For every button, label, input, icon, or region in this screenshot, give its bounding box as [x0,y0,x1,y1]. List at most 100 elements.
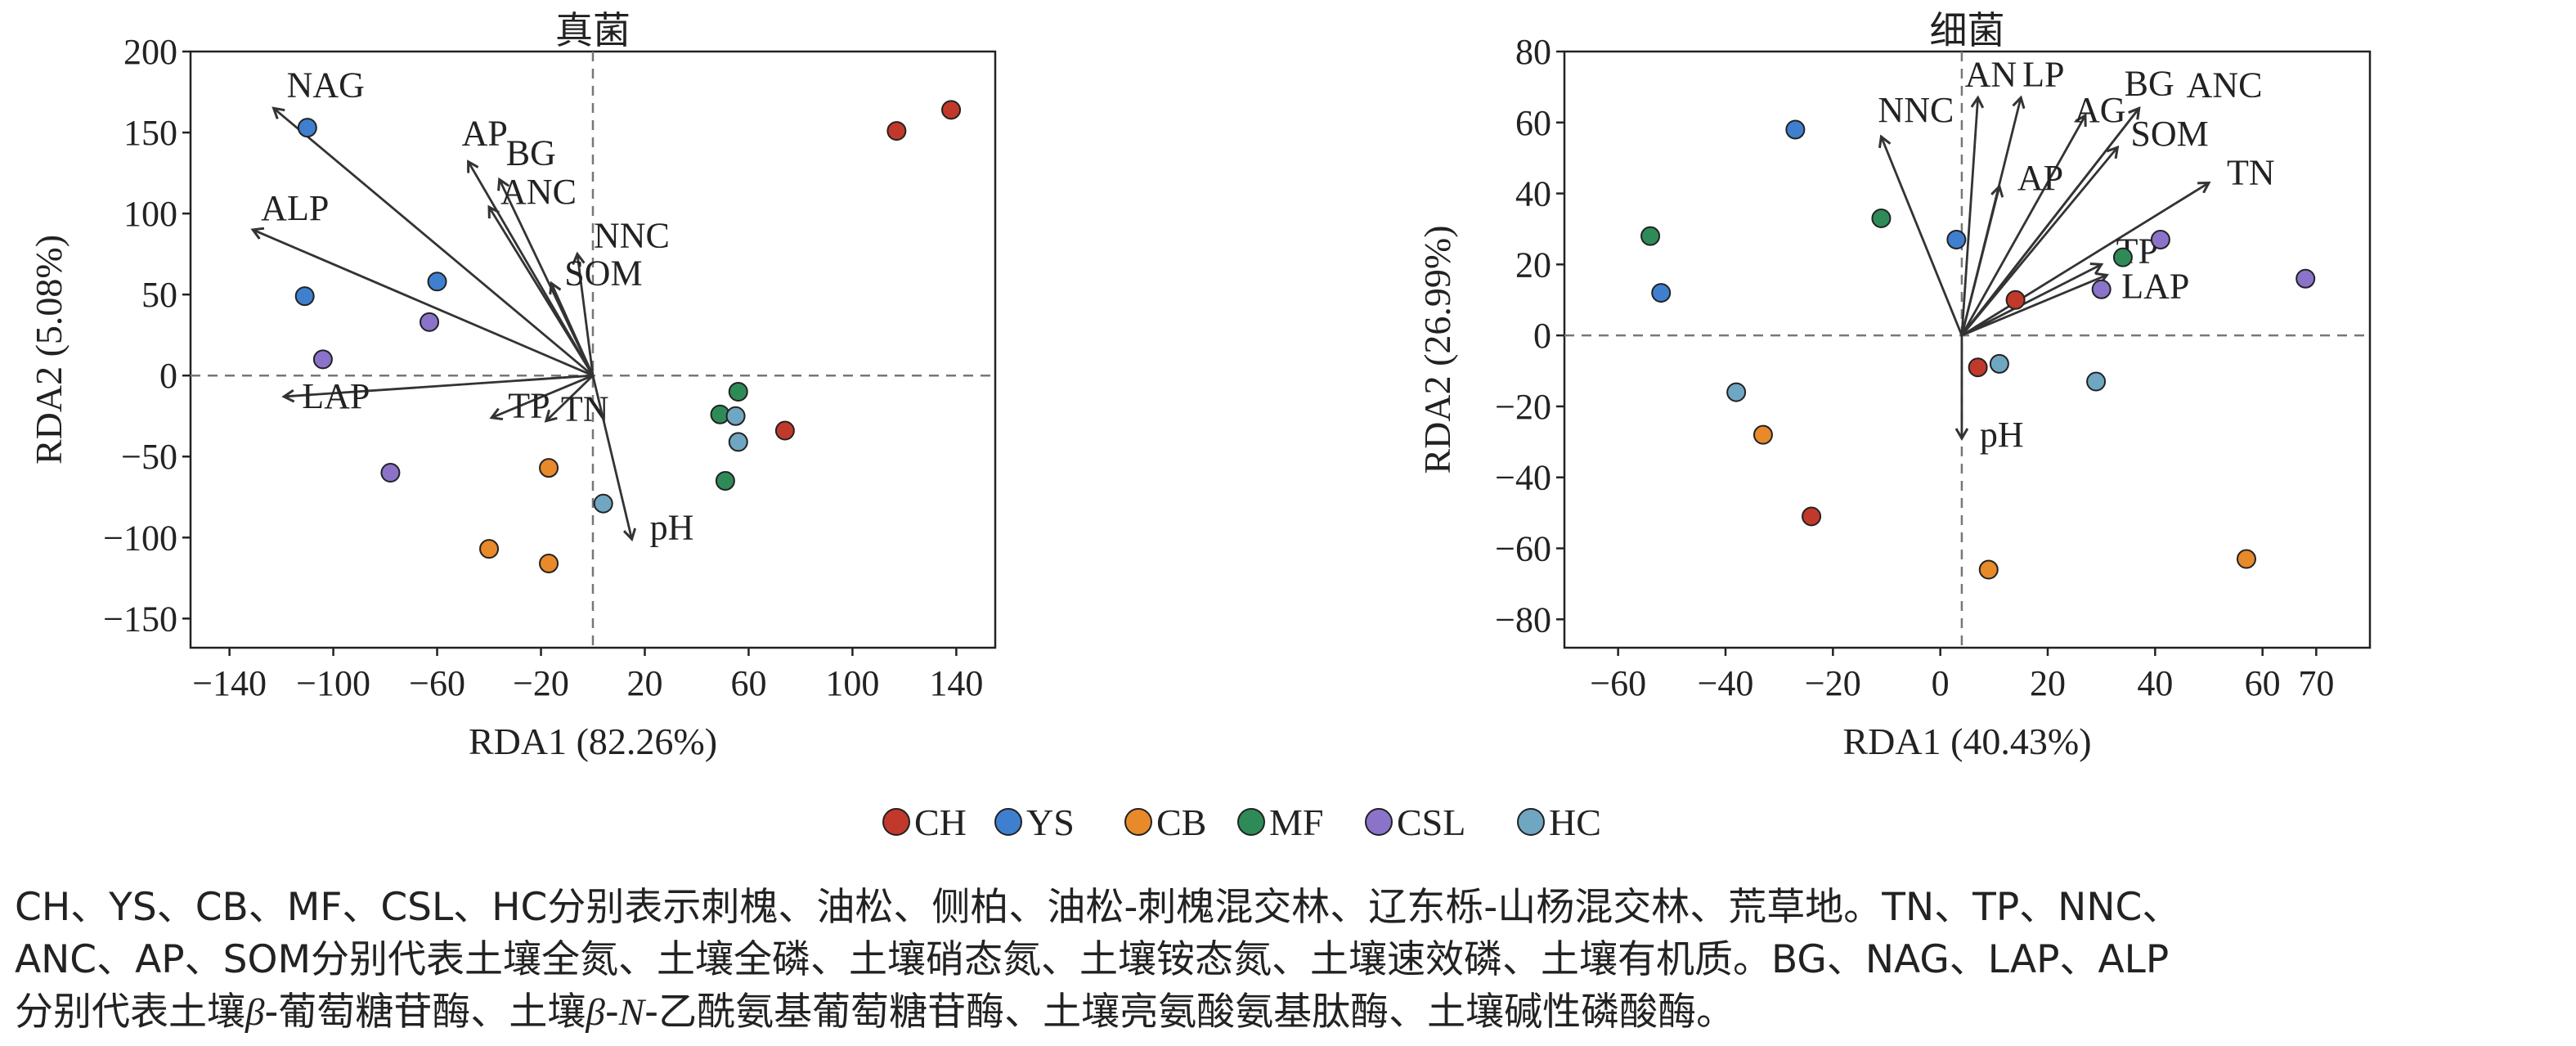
y-tick-label: −60 [1495,529,1551,569]
arrow-label-som: SOM [564,253,642,293]
y-tick-label: −40 [1495,458,1551,498]
legend-label-ys: YS [1026,801,1075,843]
loading-arrow-som [551,283,595,376]
x-tick-label: 60 [2245,663,2281,703]
x-tick-label: −40 [1698,663,1754,703]
legend-label-hc: HC [1549,801,1601,843]
loading-arrow-alp [253,230,594,377]
bacteria-rda-plot: 细菌 −60 −40 −20 0 20 40 60 70 −80 −60 −40 −20 0 20 40 60 8… [1416,10,2372,762]
loading-arrow-ap [1960,186,1999,336]
x-tick-label: −20 [1805,663,1861,703]
y-tick-label: −50 [121,437,177,477]
sample-point-ys [297,118,317,138]
loading-arrow-ag [1960,115,2085,336]
chart-title: 细菌 [1930,10,2005,52]
sample-point-mf [728,382,748,402]
x-axis-label: RDA1 (82.26%) [469,721,717,762]
legend-label-csl: CSL [1397,801,1465,843]
x-tick-label: −140 [192,663,267,703]
x-tick-label: 40 [2137,663,2173,703]
x-tick-label: 70 [2298,663,2334,703]
sample-point-csl [2296,268,2316,289]
fungi-rda-plot: 真菌 −140 −100 −60 −20 20 60 100 140 −150 −100 −50 0 50… [28,10,997,762]
sample-point-csl [2150,229,2170,249]
caption-line-1: CH、YS、CB、MF、CSL、HC分别表示刺槐、油松、侧柏、油松-刺槐混交林、… [15,885,2181,930]
arrow-label-lap: LAP [2121,266,2189,306]
y-tick-label: −20 [1495,387,1551,427]
y-axis-label: RDA2 (26.99%) [1416,225,1458,474]
y-tick-label: 20 [1515,245,1551,285]
loading-arrow-lap [284,374,594,397]
arrow-label-an: AN [1965,54,2017,94]
legend-marker-mf [1237,808,1265,836]
y-tick-label: 200 [123,32,177,72]
y-tick-label: 60 [1515,103,1551,143]
legend-marker-cb [1124,808,1152,836]
sample-point-csl [2091,279,2112,299]
y-tick-label: 0 [1533,316,1551,356]
legend-label-ch: CH [914,801,967,843]
y-tick-label: −100 [103,518,177,558]
loading-arrow-nnc [1881,137,1963,336]
arrow-label-lap: LAP [302,376,370,416]
sample-point-mf [715,470,735,491]
arrow-label-ag: AG [2074,90,2126,130]
sample-point-cb [2236,549,2256,569]
loading-arrow-tn [1961,183,2209,337]
sample-point-cb [539,553,559,573]
legend-marker-csl [1365,808,1393,836]
caption-line-3: 分别代表土壤β-葡萄糖苷酶、土壤β-N-乙酰氨基葡萄糖苷酶、土壤亮氨酸氨基肽酶、… [15,990,1735,1035]
x-tick-label: −100 [296,663,370,703]
loading-arrow-lap [1961,275,2107,337]
sample-point-csl [420,312,440,332]
sample-point-ch [774,420,795,441]
x-tick-label: 20 [2030,663,2066,703]
y-tick-label: 80 [1515,32,1551,72]
y-tick-label: 50 [141,275,177,315]
arrow-label-ap: AP [2017,158,2063,198]
sample-point-hc [728,432,748,452]
x-tick-label: −60 [409,663,465,703]
x-tick-label: 20 [626,663,662,703]
arrow-label-tp: TP [508,386,550,426]
legend: CH YS CB MF CSL HC [882,801,1601,843]
loading-arrow-tp [1961,264,2102,337]
arrow-label-anc: ANC [2187,65,2263,105]
x-tick-label: 100 [825,663,879,703]
caption-line-2: ANC、AP、SOM分别代表土壤全氮、土壤全磷、土壤硝态氮、土壤铵态氮、土壤速效… [15,937,2170,982]
y-tick-label: −150 [103,599,177,639]
sample-point-ys [1946,229,1967,249]
sample-point-ch [2005,290,2026,310]
sample-point-cb [1752,424,1773,445]
sample-point-hc [725,406,746,426]
loading-arrow-nnc [577,254,595,376]
loading-arrow-anc [489,207,595,376]
arrow-label-lp: LP [2022,54,2064,94]
sample-point-mf [1871,208,1892,228]
sample-point-cb [1978,559,1999,580]
y-tick-label: 40 [1515,174,1551,214]
y-tick-label: 100 [123,194,177,234]
sample-point-ch [941,100,962,120]
x-tick-label: −20 [513,663,569,703]
sample-point-ys [1651,283,1672,303]
x-tick-label: −60 [1590,663,1646,703]
loading-arrow-anc [1960,108,2139,337]
sample-point-cb [539,458,559,478]
arrow-label-alp: ALP [261,188,329,228]
arrow-label-ap: AP [462,114,508,154]
loading-arrow-an [1960,97,1978,336]
arrow-label-tn: TN [2227,153,2275,193]
arrow-label-bg: BG [2125,63,2174,103]
legend-marker-ys [994,808,1022,836]
sample-point-cb [479,539,500,559]
sample-point-ys [294,286,315,307]
sample-point-ch [886,121,907,141]
arrow-label-ph: pH [650,507,694,547]
loading-arrow-tp [491,374,594,418]
x-tick-label: 60 [730,663,766,703]
sample-point-hc [2086,371,2107,392]
arrow-label-nnc: NNC [594,216,670,256]
legend-marker-ch [882,808,910,836]
sample-point-mf [2112,247,2133,267]
